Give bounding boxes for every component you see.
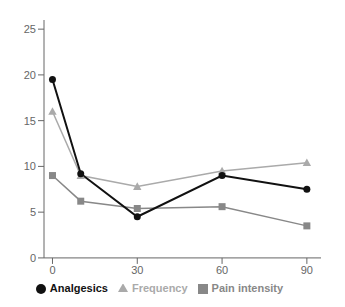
html-text:Frequency: Frequency [132,281,188,294]
svg-text:5: 5 [30,206,36,218]
svg-text:10: 10 [24,160,36,172]
svg-text:0: 0 [30,252,36,264]
html-text:Analgesics: Analgesics [49,281,108,294]
svg-text:0: 0 [49,264,55,276]
svg-text:30: 30 [131,264,143,276]
svg-text:90: 90 [301,264,313,276]
html-text:Pain intensity: Pain intensity [211,281,284,294]
svg-text:60: 60 [216,264,228,276]
svg-text:15: 15 [24,115,36,127]
svg-text:20: 20 [24,69,36,81]
svg-text:25: 25 [24,23,36,35]
